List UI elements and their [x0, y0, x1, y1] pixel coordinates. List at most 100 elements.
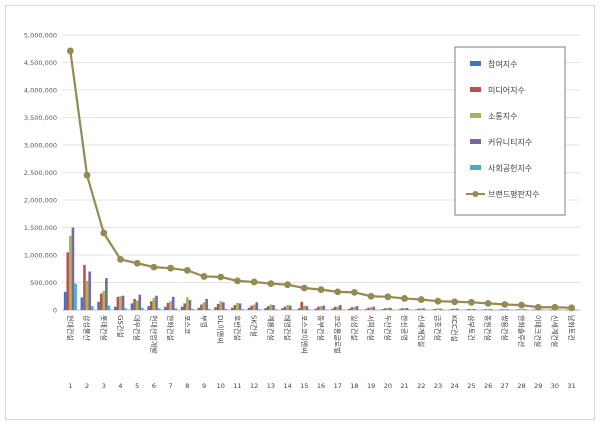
bar: [247, 307, 251, 310]
bar: [556, 309, 559, 310]
x-category-label: DL이앤씨: [216, 315, 225, 344]
x-rank-label: 14: [283, 382, 291, 390]
bar: [102, 290, 106, 310]
line-point: [200, 273, 208, 280]
bar: [467, 309, 471, 310]
x-axis-rank-labels: 1 2 3 4 5 6 7 8 9 10 11 12 13 14 15 16 17 18 19 20 21 22 23 24 2…: [68, 382, 576, 390]
bar: [525, 309, 529, 311]
bars: [63, 227, 579, 311]
bar: [230, 307, 234, 310]
line-point: [150, 263, 158, 271]
bar: [255, 302, 259, 310]
y-tick-label: 1,000,000: [24, 252, 57, 260]
bar: [197, 307, 201, 310]
line-point: [367, 292, 375, 300]
x-rank-label: 30: [551, 382, 559, 390]
bar: [350, 307, 354, 310]
x-rank-label: 22: [417, 382, 425, 390]
bar: [353, 306, 356, 310]
bar: [264, 308, 267, 310]
x-rank-label: 8: [185, 382, 189, 390]
bar: [152, 297, 156, 310]
x-category-label: 한신공영: [400, 315, 409, 341]
x-category-label: GS건설: [116, 315, 125, 338]
x-category-label: 현대산업개발: [149, 315, 158, 354]
y-tick-label: 0: [53, 307, 57, 315]
line-point: [267, 280, 275, 287]
bar: [369, 307, 373, 310]
x-category-label: SK건설: [250, 315, 259, 337]
bar: [520, 309, 523, 310]
bar: [506, 309, 509, 310]
x-rank-label: 29: [534, 382, 542, 390]
bar: [188, 300, 192, 310]
bar: [453, 308, 456, 310]
x-rank-label: 18: [350, 382, 358, 390]
line-point: [568, 304, 576, 312]
bar: [300, 301, 303, 310]
bar: [113, 306, 117, 310]
bar: [522, 309, 526, 310]
bar: [405, 308, 409, 310]
x-axis-category-labels: 현대건설 삼성물산 롯데건설 GS건설 대우건설 현대산업개발 한화건설 포스코 부영 DL이앤씨…: [66, 315, 576, 354]
bar: [434, 308, 437, 310]
y-axis-tick-labels: 0 500,000 1,000,000 1,500,000 2,000,000 2,500…: [24, 32, 57, 315]
x-category-label: 신세계건설: [417, 315, 426, 347]
bar: [391, 309, 395, 311]
x-rank-label: 16: [317, 382, 325, 390]
x-rank-label: 23: [434, 382, 442, 390]
x-category-label: 남화토건: [567, 315, 576, 341]
bar: [135, 300, 139, 310]
bar: [63, 291, 67, 310]
bar: [305, 306, 309, 310]
x-category-label: 두산건설: [383, 315, 392, 341]
line-point: [234, 277, 241, 285]
legend-swatch: [470, 139, 481, 144]
bar: [548, 309, 552, 311]
bar: [458, 309, 462, 311]
bar: [455, 308, 459, 310]
bar: [425, 309, 428, 311]
bar: [333, 306, 337, 310]
bar: [575, 309, 579, 311]
y-tick-label: 2,000,000: [24, 197, 57, 205]
line-point: [83, 171, 91, 179]
x-category-label: 삼성물산: [83, 315, 92, 341]
bar: [272, 305, 275, 310]
bar: [517, 309, 521, 310]
bar: [317, 306, 320, 310]
legend-swatch: [470, 61, 481, 66]
bar: [99, 293, 103, 310]
bar: [124, 308, 127, 310]
bar: [205, 299, 208, 310]
bar: [191, 308, 194, 310]
bar: [233, 305, 237, 310]
bar: [531, 309, 535, 311]
x-rank-label: 13: [267, 382, 275, 390]
line-point: [417, 296, 425, 303]
x-rank-label: 1: [68, 382, 72, 390]
bar: [324, 309, 328, 310]
x-category-label: 태영건설: [283, 315, 292, 341]
x-category-label: 금호건설: [433, 315, 442, 341]
bar: [422, 308, 426, 310]
bar: [169, 301, 172, 310]
legend-box: [454, 46, 566, 216]
bar: [515, 309, 518, 311]
line-point: [183, 267, 191, 274]
bar: [358, 309, 361, 311]
bar: [347, 308, 351, 310]
bar: [147, 306, 151, 310]
bar: [130, 303, 134, 310]
x-category-label: 현대건설: [66, 315, 75, 341]
bar: [364, 309, 368, 310]
line-point: [451, 298, 459, 306]
bar: [436, 308, 440, 310]
bar: [464, 309, 468, 311]
x-category-label: 일성건설: [350, 315, 359, 341]
bar: [119, 296, 122, 310]
line-point: [66, 47, 74, 55]
x-rank-label: 26: [484, 382, 492, 390]
bar: [472, 308, 476, 310]
bar: [133, 299, 136, 310]
